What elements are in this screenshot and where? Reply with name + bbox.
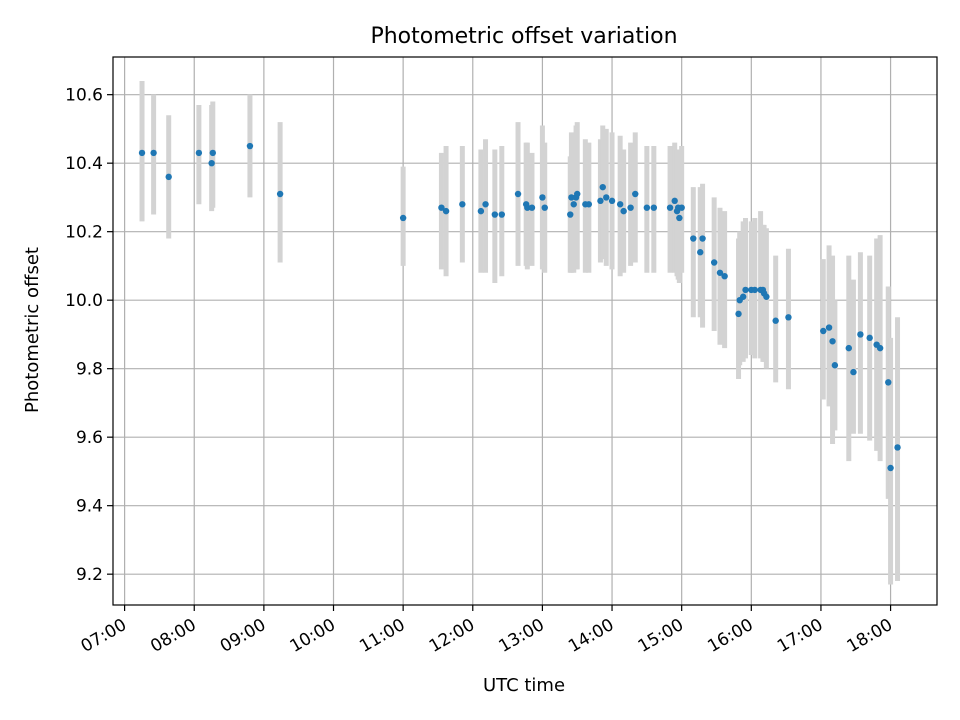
data-point	[857, 331, 864, 338]
data-point	[650, 204, 658, 211]
x-axis-ticks: 07:00 08:00 09:00 10:00 11:00 12:00 13:00 14:00…	[78, 605, 896, 657]
data-point	[528, 204, 536, 211]
plot-frame	[112, 56, 938, 606]
data-point	[751, 286, 758, 294]
data-point	[831, 362, 839, 369]
data-point	[150, 149, 157, 157]
data-point	[491, 211, 499, 218]
data-point	[246, 142, 254, 150]
x-tick-label: 15:00	[635, 615, 687, 657]
data-point	[603, 194, 610, 201]
y-axis-ticks: 9.2 9.4 9.6 9.8 10.0 10.2 10.4 10.6	[65, 86, 113, 585]
data-point	[165, 173, 172, 181]
data-point	[574, 190, 581, 198]
data-point	[438, 204, 445, 211]
y-axis-label: Photometric offset	[22, 247, 43, 413]
data-point	[539, 194, 546, 201]
data-point	[585, 201, 593, 208]
data-point	[208, 159, 215, 167]
data-point	[697, 249, 704, 256]
data-point	[567, 211, 574, 218]
data-point	[459, 201, 466, 208]
error-bars	[139, 80, 901, 585]
data-point	[399, 214, 407, 222]
data-point	[785, 314, 792, 321]
data-point	[643, 204, 651, 211]
data-point	[498, 211, 505, 218]
data-point	[739, 293, 747, 300]
data-point	[627, 204, 634, 211]
data-point	[690, 235, 697, 242]
grid	[113, 57, 937, 605]
data-points	[138, 142, 901, 472]
data-point	[597, 197, 604, 205]
data-point	[524, 204, 531, 211]
y-tick-label: 9.8	[76, 360, 103, 380]
data-point	[721, 273, 728, 280]
data-point	[666, 204, 674, 211]
data-point	[829, 338, 836, 345]
y-tick-label: 10.6	[65, 86, 103, 106]
x-tick-label: 16:00	[704, 615, 756, 657]
data-point	[772, 317, 779, 324]
y-tick-label: 10.4	[65, 154, 103, 174]
data-point	[616, 201, 624, 208]
x-tick-label: 17:00	[774, 615, 826, 657]
y-tick-label: 9.4	[76, 497, 103, 517]
data-point	[678, 204, 685, 211]
x-tick-label: 07:00	[78, 615, 130, 657]
data-point	[850, 368, 857, 376]
data-point	[514, 190, 522, 198]
x-axis-label: UTC time	[483, 675, 565, 696]
chart-title: Photometric offset variation	[370, 24, 677, 49]
data-point	[676, 214, 683, 222]
data-point	[742, 286, 749, 294]
data-point	[195, 149, 203, 157]
data-point	[894, 444, 901, 451]
data-point	[477, 207, 485, 215]
y-tick-label: 9.6	[76, 428, 103, 448]
data-point	[763, 293, 770, 300]
data-point	[620, 207, 627, 215]
x-tick-label: 09:00	[217, 615, 269, 657]
x-tick-label: 12:00	[426, 615, 478, 657]
y-tick-label: 9.2	[76, 565, 103, 585]
data-point	[570, 201, 577, 208]
y-tick-label: 10.0	[65, 291, 103, 311]
data-point	[887, 464, 894, 472]
data-point	[276, 190, 284, 198]
data-point	[820, 327, 827, 335]
data-point	[599, 183, 606, 191]
x-tick-label: 10:00	[287, 615, 339, 657]
data-point	[541, 204, 548, 211]
data-point	[735, 310, 742, 318]
data-point	[845, 344, 852, 352]
data-point	[209, 149, 217, 157]
data-point	[876, 344, 884, 352]
data-point	[699, 235, 706, 242]
data-point	[710, 259, 718, 266]
data-point	[671, 197, 678, 205]
data-point	[568, 194, 575, 201]
data-point	[885, 379, 892, 386]
x-tick-label: 18:00	[844, 615, 896, 657]
data-point	[608, 197, 616, 205]
x-tick-label: 13:00	[495, 615, 547, 657]
data-point	[482, 201, 489, 208]
data-point	[138, 149, 146, 157]
data-point	[442, 207, 450, 215]
data-point	[866, 334, 873, 342]
data-point	[825, 324, 833, 331]
x-tick-label: 08:00	[147, 615, 199, 657]
x-tick-label: 14:00	[565, 615, 617, 657]
y-tick-label: 10.2	[65, 223, 103, 243]
data-point	[632, 190, 639, 198]
x-tick-label: 11:00	[356, 615, 408, 657]
data-point	[716, 269, 724, 276]
